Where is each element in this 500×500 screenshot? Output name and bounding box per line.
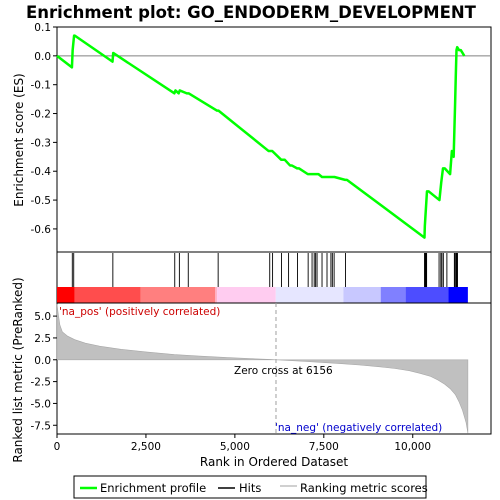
es-y-axis: 0.1 0.0 -0.1 -0.2 -0.3 -0.4 -0.5 -0.6	[31, 22, 57, 236]
heat-strip-segment	[140, 287, 216, 303]
x-tick-label: 5,000	[220, 441, 250, 453]
legend-box	[73, 475, 427, 499]
x-tick-label: 10,000	[394, 441, 431, 453]
metric-panel-frame	[56, 302, 492, 435]
es-y-tick-label: -0.6	[31, 224, 52, 236]
metric-y-tick-label: 0.0	[34, 355, 51, 367]
es-y-tick-label: -0.4	[31, 166, 52, 178]
heat-strip-segment	[215, 287, 218, 303]
heat-strip-segment	[380, 287, 406, 303]
heat-strip-segment	[405, 287, 449, 303]
es-y-tick-label: -0.3	[31, 137, 52, 149]
rank-x-axis: 0 2,500 5,000 7,500 10,000	[54, 434, 431, 453]
metric-y-tick-label: -5.0	[31, 398, 52, 410]
heat-strip-segment	[275, 287, 344, 303]
chart-title: Enrichment plot: GO_ENDODERM_DEVELOPMENT	[26, 3, 477, 22]
rank-heat-strip	[57, 287, 468, 303]
metric-y-axis: 5.0 2.5 0.0 -2.5 -5.0 -7.5	[31, 311, 57, 432]
metric-y-tick-label: -7.5	[31, 420, 52, 432]
negative-correlation-label: 'na_neg' (negatively correlated)	[275, 422, 442, 434]
metric-y-tick-label: 2.5	[34, 333, 51, 345]
es-y-tick-label: -0.2	[31, 109, 52, 121]
enrichment-profile-line	[56, 34, 466, 239]
zero-cross-label: Zero cross at 6156	[234, 365, 333, 377]
x-axis-label: Rank in Ordered Dataset	[200, 455, 348, 469]
positive-correlation-label: 'na_pos' (positively correlated)	[59, 306, 220, 318]
metric-panel: 5.0 2.5 0.0 -2.5 -5.0 -7.5 0 2,500 5,000 7,500 10…	[11, 277, 492, 469]
x-tick-label: 2,500	[131, 441, 161, 453]
ranking-metric-area	[56, 303, 469, 434]
x-tick-label: 0	[54, 441, 61, 453]
heat-strip-segment	[74, 287, 141, 303]
metric-area-layer	[56, 303, 469, 434]
metric-y-tick-label: -2.5	[31, 377, 52, 389]
es-y-tick-label: 0.0	[34, 51, 51, 63]
metric-y-axis-label: Ranked list metric (PreRanked)	[11, 277, 25, 462]
hit-marks	[71, 253, 459, 287]
es-curve-layer	[56, 34, 466, 239]
es-y-tick-label: 0.1	[34, 22, 51, 34]
legend: Enrichment profile Hits Ranking metric s…	[73, 475, 428, 499]
x-tick-label: 7,500	[309, 441, 339, 453]
es-y-tick-label: -0.1	[31, 80, 52, 92]
legend-label-ranking-metric: Ranking metric scores	[300, 481, 428, 495]
legend-label-hits: Hits	[239, 481, 261, 495]
heat-strip-segment	[448, 287, 468, 303]
es-panel: 0.1 0.0 -0.1 -0.2 -0.3 -0.4 -0.5 -0.6 Enrichmen…	[12, 22, 492, 253]
heat-strip-segment	[217, 287, 276, 303]
heat-strip-segment	[343, 287, 381, 303]
legend-label-enrichment-profile: Enrichment profile	[100, 481, 206, 495]
es-y-axis-label: Enrichment score (ES)	[12, 73, 26, 206]
metric-y-tick-label: 5.0	[34, 311, 51, 323]
es-y-tick-label: -0.5	[31, 195, 52, 207]
heat-strip-segment	[57, 287, 75, 303]
